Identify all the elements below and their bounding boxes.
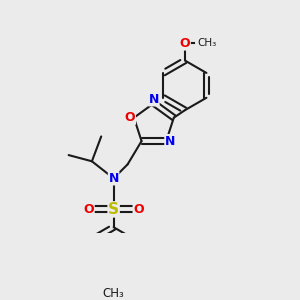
Text: O: O xyxy=(180,37,190,50)
Text: N: N xyxy=(165,135,175,148)
Text: N: N xyxy=(149,93,159,106)
Text: S: S xyxy=(108,202,119,217)
Text: O: O xyxy=(83,203,94,216)
Text: O: O xyxy=(133,203,144,216)
Text: O: O xyxy=(125,111,135,124)
Text: N: N xyxy=(108,172,119,185)
Text: CH₃: CH₃ xyxy=(103,287,124,300)
Text: CH₃: CH₃ xyxy=(197,38,217,49)
